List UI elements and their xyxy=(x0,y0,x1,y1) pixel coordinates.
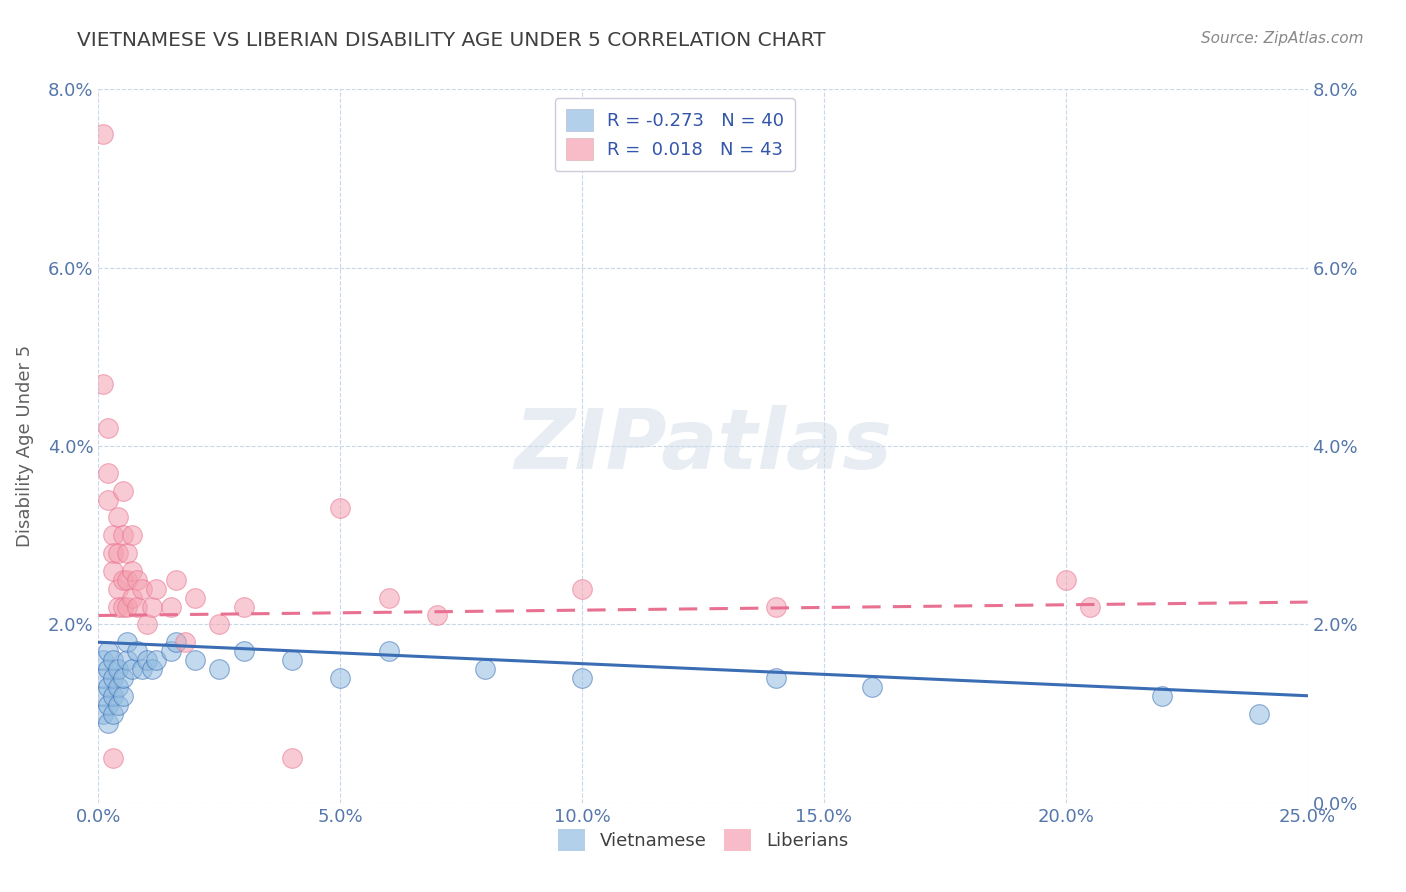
Point xyxy=(208,662,231,676)
Point xyxy=(426,608,449,623)
Point xyxy=(101,671,124,685)
Point xyxy=(107,599,129,614)
Point xyxy=(281,751,304,765)
Point xyxy=(101,528,124,542)
Point xyxy=(91,376,114,391)
Point xyxy=(232,599,254,614)
Point xyxy=(97,644,120,658)
Text: VIETNAMESE VS LIBERIAN DISABILITY AGE UNDER 5 CORRELATION CHART: VIETNAMESE VS LIBERIAN DISABILITY AGE UN… xyxy=(77,31,825,50)
Point xyxy=(121,591,143,605)
Point xyxy=(111,599,134,614)
Point xyxy=(232,644,254,658)
Point xyxy=(121,564,143,578)
Point xyxy=(117,546,139,560)
Point xyxy=(101,751,124,765)
Point xyxy=(141,662,163,676)
Point xyxy=(121,528,143,542)
Y-axis label: Disability Age Under 5: Disability Age Under 5 xyxy=(15,345,34,547)
Point xyxy=(1078,599,1101,614)
Text: ZIPatlas: ZIPatlas xyxy=(515,406,891,486)
Point xyxy=(121,662,143,676)
Point xyxy=(97,492,120,507)
Point xyxy=(1249,706,1271,721)
Point xyxy=(111,671,134,685)
Point xyxy=(111,483,134,498)
Point xyxy=(107,680,129,694)
Point xyxy=(765,671,787,685)
Point xyxy=(145,653,167,667)
Point xyxy=(111,573,134,587)
Point xyxy=(107,698,129,712)
Point xyxy=(1054,573,1077,587)
Point xyxy=(91,671,114,685)
Point xyxy=(184,653,207,667)
Point xyxy=(377,644,399,658)
Point xyxy=(329,501,352,516)
Point xyxy=(111,689,134,703)
Point xyxy=(131,662,153,676)
Point xyxy=(101,546,124,560)
Point xyxy=(101,689,124,703)
Point xyxy=(107,510,129,524)
Point xyxy=(91,706,114,721)
Point xyxy=(160,644,183,658)
Point xyxy=(107,662,129,676)
Point xyxy=(1152,689,1174,703)
Point xyxy=(145,582,167,596)
Point xyxy=(107,546,129,560)
Point xyxy=(184,591,207,605)
Point xyxy=(107,582,129,596)
Point xyxy=(208,617,231,632)
Point xyxy=(101,564,124,578)
Point xyxy=(165,573,187,587)
Point xyxy=(329,671,352,685)
Point xyxy=(165,635,187,649)
Point xyxy=(377,591,399,605)
Point xyxy=(97,680,120,694)
Point xyxy=(160,599,183,614)
Point xyxy=(174,635,197,649)
Point xyxy=(571,671,593,685)
Point xyxy=(97,698,120,712)
Point xyxy=(765,599,787,614)
Text: Source: ZipAtlas.com: Source: ZipAtlas.com xyxy=(1201,31,1364,46)
Point xyxy=(141,599,163,614)
Point xyxy=(860,680,883,694)
Point xyxy=(97,421,120,435)
Point xyxy=(127,644,149,658)
Point xyxy=(127,573,149,587)
Point xyxy=(474,662,496,676)
Point xyxy=(117,573,139,587)
Point xyxy=(281,653,304,667)
Point xyxy=(97,466,120,480)
Point xyxy=(111,528,134,542)
Point xyxy=(117,599,139,614)
Point xyxy=(571,582,593,596)
Legend: Vietnamese, Liberians: Vietnamese, Liberians xyxy=(551,822,855,858)
Point xyxy=(97,662,120,676)
Point xyxy=(131,582,153,596)
Point xyxy=(101,706,124,721)
Point xyxy=(91,127,114,141)
Point xyxy=(117,653,139,667)
Point xyxy=(91,653,114,667)
Point xyxy=(117,635,139,649)
Point xyxy=(101,653,124,667)
Point xyxy=(135,653,157,667)
Point xyxy=(91,689,114,703)
Point xyxy=(97,715,120,730)
Point xyxy=(127,599,149,614)
Point xyxy=(135,617,157,632)
